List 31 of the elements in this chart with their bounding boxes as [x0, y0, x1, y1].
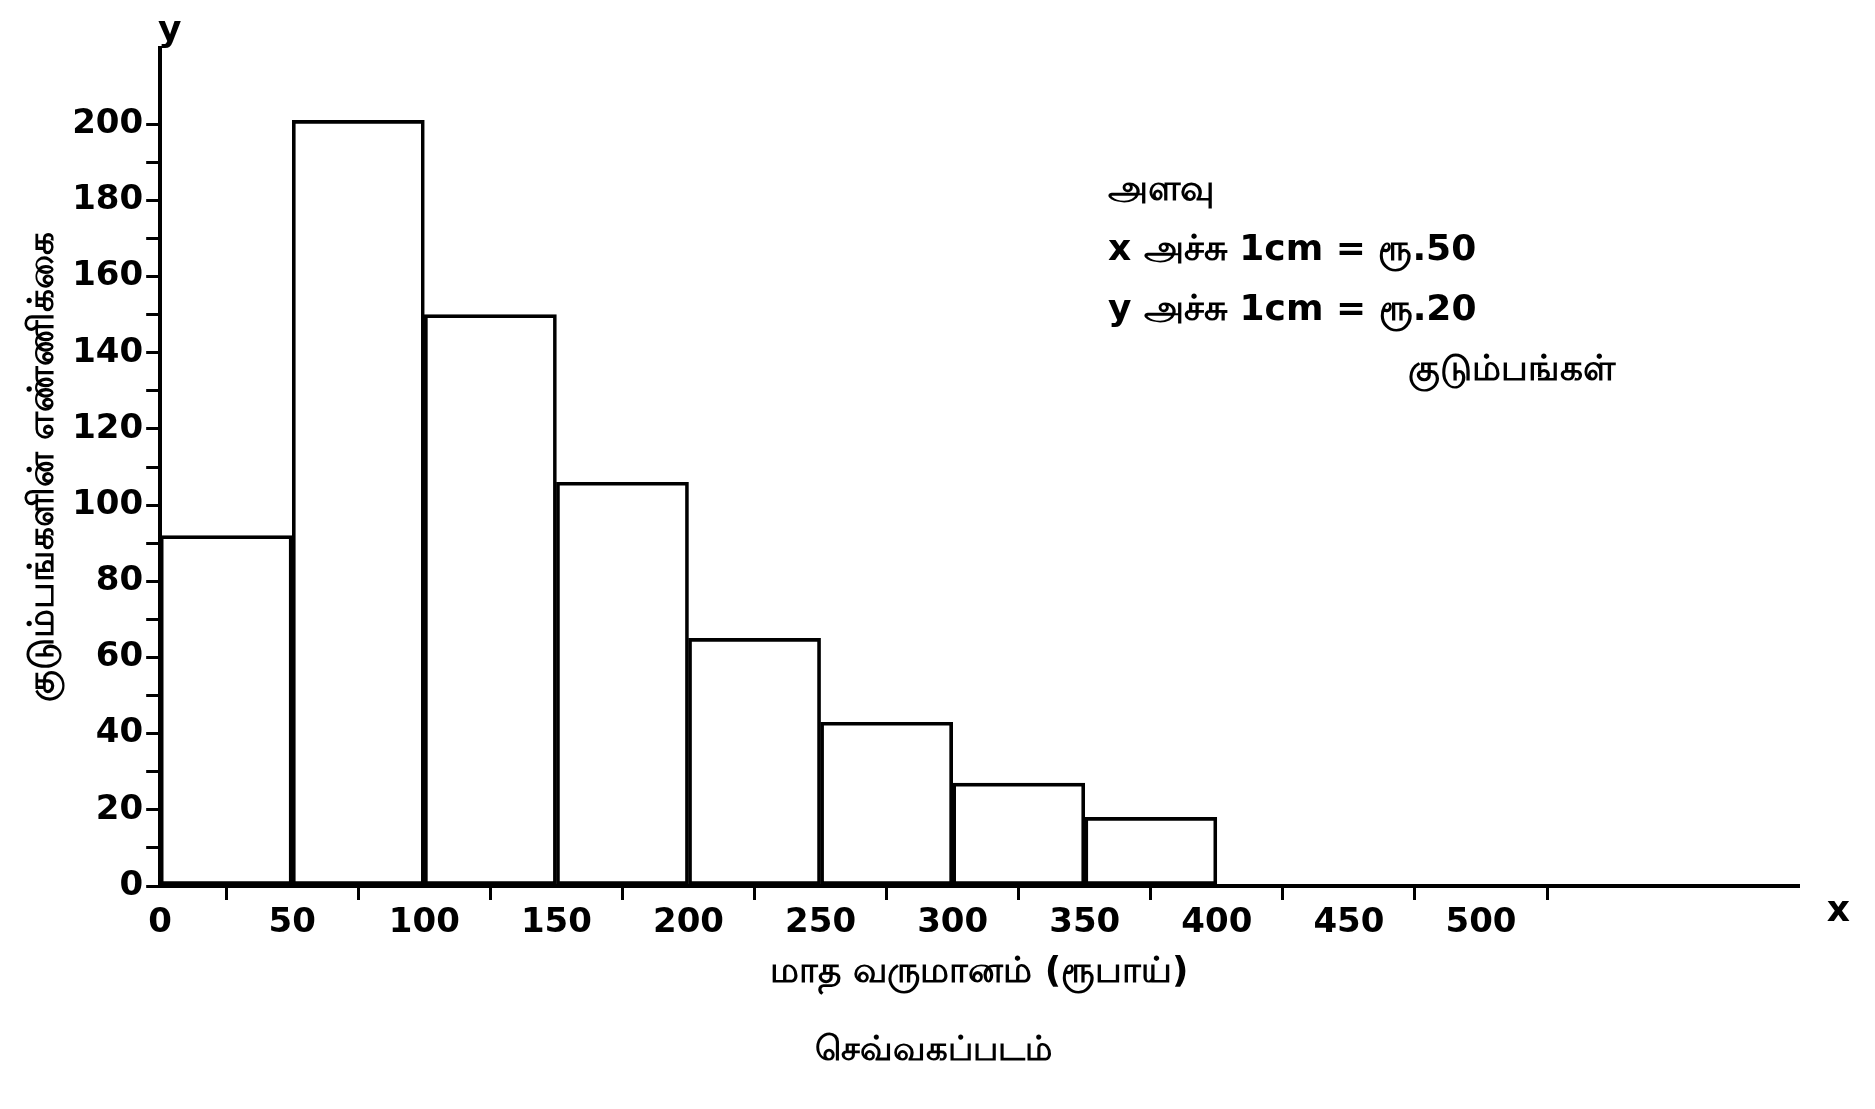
y-tick-label: 100 [72, 481, 144, 522]
y-tick-label: 60 [95, 634, 144, 675]
x-tick-label: 150 [520, 900, 592, 941]
x-tick-label: 400 [1181, 900, 1253, 941]
y-tick-label: 200 [72, 101, 144, 142]
text: செவ்வகப்படம் [813, 1028, 1053, 1070]
y-tick-label: 20 [95, 786, 144, 827]
y-tick-label: 160 [72, 253, 144, 294]
y-axis-title: குடும்பங்களின் எண்ணிக்கை [19, 231, 65, 703]
annotation: x அச்சு 1cm = ரூ.50 [1108, 226, 1478, 274]
y-tick-label: 40 [95, 710, 144, 751]
x-tick-label: 50 [268, 900, 316, 941]
y-tick-label: 140 [72, 329, 144, 370]
x-axis-title: மாத வருமானம் (ரூபாய்) [769, 948, 1189, 995]
y-tick-label: 80 [95, 558, 144, 599]
x-tick-label: 450 [1313, 900, 1385, 941]
x-tick-label: 300 [917, 900, 989, 941]
x-tick-label: 350 [1049, 900, 1121, 941]
x-tick-label: 100 [388, 900, 460, 941]
text: x [1826, 888, 1850, 929]
annotation: குடும்பங்கள் [1407, 346, 1615, 394]
x-tick-label: 500 [1445, 900, 1517, 941]
y-tick-label: 180 [72, 177, 144, 218]
y-tick-label: 120 [72, 405, 144, 446]
x-tick-label: 0 [148, 900, 173, 941]
x-tick-label: 200 [653, 900, 724, 941]
x-tick-label: 250 [785, 900, 857, 941]
annotation: அளவு [1108, 166, 1215, 211]
y-tick-label: 0 [119, 862, 144, 903]
annotation: y அச்சு 1cm = ரூ.20 [1108, 286, 1478, 334]
annotation: y [158, 8, 182, 49]
